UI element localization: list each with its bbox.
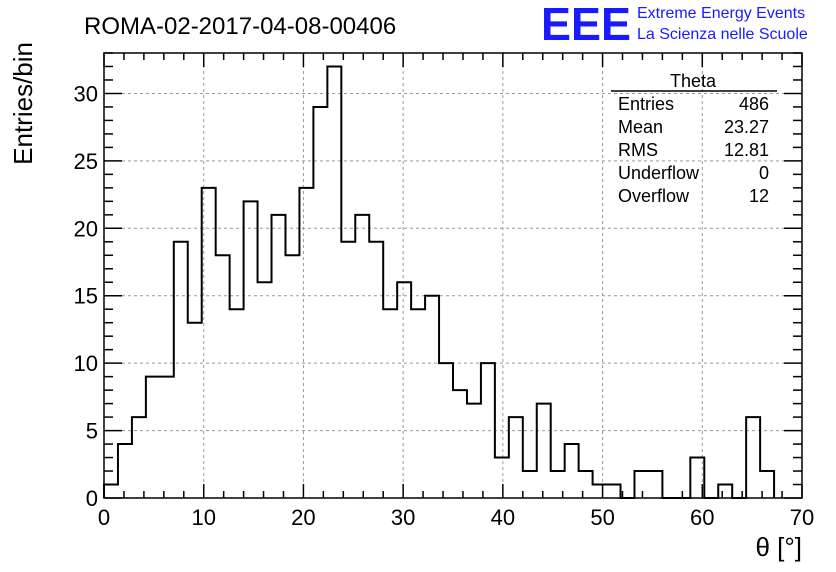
stats-box: Theta Entries 486 Mean 23.27 RMS 12.81 Underfl… (611, 71, 777, 206)
y-axis-title: Entries/bin (8, 42, 38, 165)
y-tick-label: 5 (86, 419, 98, 444)
eee-logo: EEE Extreme Energy Events La Scienza nel… (541, 0, 808, 50)
stats-row-value: 12 (749, 186, 769, 206)
logo-line-2: La Scienza nelle Scuole (637, 26, 808, 43)
x-tick-label: 0 (98, 505, 110, 530)
chart-title: ROMA-02-2017-04-08-00406 (84, 13, 396, 40)
x-tick-label: 20 (291, 505, 315, 530)
stats-row-label: Entries (618, 94, 674, 114)
grid-lines (104, 53, 802, 498)
stats-row-value: 0 (759, 163, 769, 183)
stats-rows: Entries 486 Mean 23.27 RMS 12.81 Underflow 0 Ove… (618, 94, 769, 206)
x-tick-label: 60 (690, 505, 714, 530)
stats-title: Theta (670, 71, 717, 91)
y-tick-label: 30 (74, 81, 98, 106)
y-tick-label: 15 (74, 284, 98, 309)
plot-frame (103, 52, 803, 499)
y-tick-label: 10 (74, 351, 98, 376)
y-tick-label: 0 (86, 486, 98, 511)
y-tick-labels: 0 5 10 15 20 25 30 (74, 81, 98, 511)
stats-row-value: 486 (739, 94, 769, 114)
x-tick-label: 30 (391, 505, 415, 530)
stats-row-value: 23.27 (724, 117, 769, 137)
y-tick-label: 25 (74, 149, 98, 174)
logo-letters: EEE (541, 0, 631, 50)
histogram-step-line (103, 65, 776, 499)
stats-row-label: Mean (618, 117, 663, 137)
logo-line-1: Extreme Energy Events (637, 5, 805, 22)
stats-row-label: RMS (618, 140, 658, 160)
axis-ticks (103, 52, 803, 499)
x-tick-labels: 0 10 20 30 40 50 60 70 (98, 505, 814, 530)
y-tick-label: 20 (74, 216, 98, 241)
x-tick-label: 70 (790, 505, 814, 530)
stats-row-label: Underflow (618, 163, 700, 183)
x-tick-label: 50 (590, 505, 614, 530)
x-tick-label: 10 (191, 505, 215, 530)
stats-row-label: Overflow (618, 186, 690, 206)
stats-row-value: 12.81 (724, 140, 769, 160)
x-tick-label: 40 (491, 505, 515, 530)
x-axis-title: θ [°] (755, 532, 802, 562)
